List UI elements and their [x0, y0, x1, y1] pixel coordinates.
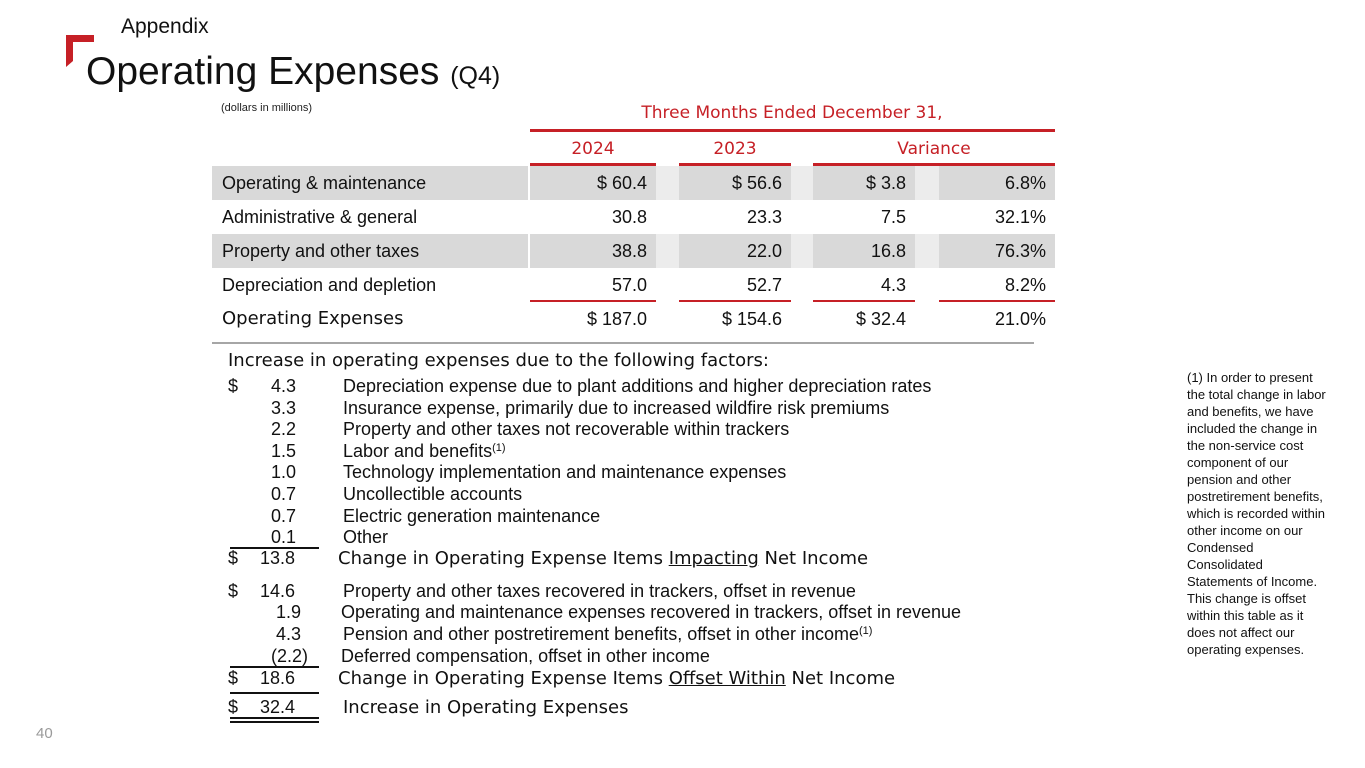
dollar-sign: $	[228, 376, 239, 396]
table-row: Depreciation and depletion 57.0 52.7 4.3…	[212, 268, 1055, 302]
total-amount: 32.4	[260, 697, 296, 717]
cell-variance-percent: 6.8%	[939, 166, 1055, 200]
page-title-suffix: (Q4)	[450, 62, 501, 90]
subtotal-amount: 13.8	[260, 548, 296, 568]
cell-2024: 38.8	[530, 234, 656, 268]
total-double-underline	[230, 717, 319, 719]
table-row: Property and other taxes 38.8 22.0 16.8 …	[212, 234, 1055, 268]
cell-2024: $ 60.4	[530, 166, 656, 200]
page-title: Operating Expenses (Q4)	[86, 50, 501, 93]
factor-text: Operating and maintenance expenses recov…	[341, 602, 962, 622]
cell-variance-amount: 7.5	[880, 207, 906, 227]
subtotal-underline	[230, 692, 319, 694]
factor-text: Deferred compensation, offset in other i…	[341, 646, 710, 666]
factor-amount: 1.0	[271, 462, 297, 482]
subtotal-label: Change in Operating Expense Items Offset…	[338, 668, 896, 689]
cell-variance-amount: 16.8	[813, 234, 915, 268]
row-label: Property and other taxes	[212, 234, 528, 268]
period-header-rule	[530, 129, 1055, 132]
factor-text: Other	[343, 527, 389, 547]
cell-2023: 23.3	[746, 207, 782, 227]
cell-2023: 52.7	[746, 275, 782, 295]
factor-amount: 0.1	[271, 527, 297, 547]
factor-text: Technology implementation and maintenanc…	[343, 462, 787, 482]
factor-amount: (2.2)	[271, 646, 309, 666]
cell-2024: 30.8	[611, 207, 647, 227]
row-label: Administrative & general	[222, 207, 418, 227]
cell-variance-percent: 8.2%	[1004, 275, 1046, 295]
cell-2023: $ 56.6	[679, 166, 791, 200]
cell-variance-percent: 32.1%	[994, 207, 1046, 227]
table-bottom-rule	[212, 342, 1034, 344]
factor-text: Depreciation expense due to plant additi…	[343, 376, 932, 396]
total-label: Increase in Operating Expenses	[343, 697, 629, 718]
factor-amount: 4.3	[276, 624, 302, 644]
table-row: Administrative & general 30.8 23.3 7.5 3…	[212, 200, 1055, 234]
column-rule-2024	[530, 163, 656, 166]
subtotal-rule	[939, 300, 1055, 302]
row-label: Operating & maintenance	[212, 166, 528, 200]
factor-amount: 1.5	[271, 441, 297, 461]
factors-heading: Increase in operating expenses due to th…	[228, 350, 769, 371]
subtotal-rule	[679, 300, 791, 302]
footnote-marker: (1)	[492, 442, 506, 454]
table-total-row: Operating Expenses $ 187.0 $ 154.6 $ 32.…	[212, 302, 1055, 336]
subtotal-label: Change in Operating Expense Items Impact…	[338, 548, 869, 569]
period-header: Three Months Ended December 31,	[641, 103, 943, 123]
cell-variance-amount: 4.3	[880, 275, 906, 295]
company-logo-icon	[66, 35, 94, 67]
cell-2023: $ 154.6	[721, 309, 782, 329]
factor-text: Uncollectible accounts	[343, 484, 523, 504]
cell-2024: 57.0	[611, 275, 647, 295]
column-header-variance: Variance	[897, 139, 971, 159]
factor-text: Insurance expense, primarily due to incr…	[343, 398, 890, 418]
section-label: Appendix	[121, 15, 209, 38]
units-note: (dollars in millions)	[221, 102, 313, 114]
factor-text: Labor and benefits(1)	[343, 441, 506, 461]
cell-variance-amount: $ 32.4	[855, 309, 906, 329]
subtotal-rule	[813, 300, 915, 302]
table-row: Operating & maintenance $ 60.4 $ 56.6 $ …	[212, 166, 1055, 200]
page-number: 40	[36, 725, 53, 742]
dollar-sign: $	[228, 668, 239, 688]
factor-text: Electric generation maintenance	[343, 506, 601, 526]
subtotal-underline	[230, 666, 319, 668]
factor-amount: 3.3	[271, 398, 297, 418]
footnote-marker: (1)	[858, 625, 873, 637]
factor-amount: 0.7	[271, 484, 297, 504]
factor-text: Property and other taxes recovered in tr…	[343, 581, 856, 601]
row-label: Operating Expenses	[222, 308, 404, 329]
factor-text: Pension and other postretirement benefit…	[343, 624, 873, 644]
cell-2023: 22.0	[679, 234, 791, 268]
factor-amount: 2.2	[271, 419, 297, 439]
footnote-text: (1) In order to present the total change…	[1187, 370, 1326, 657]
column-rule-variance	[813, 163, 1055, 166]
column-header-2023: 2023	[713, 139, 757, 159]
subtotal-underline	[230, 547, 319, 549]
factor-amount: 4.3	[271, 376, 297, 396]
row-label: Depreciation and depletion	[222, 275, 437, 295]
factor-amount: 1.9	[276, 602, 302, 622]
dollar-sign: $	[228, 548, 239, 568]
cell-variance-amount: $ 3.8	[813, 166, 915, 200]
subtotal-amount: 18.6	[260, 668, 296, 688]
factor-amount: 14.6	[260, 581, 296, 601]
cell-variance-percent: 21.0%	[994, 309, 1046, 329]
dollar-sign: $	[228, 581, 239, 601]
dollar-sign: $	[228, 697, 239, 717]
column-header-2024: 2024	[571, 139, 615, 159]
factor-text: Property and other taxes not recoverable…	[343, 419, 790, 439]
subtotal-rule	[530, 300, 656, 302]
factor-amount: 0.7	[271, 506, 297, 526]
cell-variance-percent: 76.3%	[939, 234, 1055, 268]
total-double-underline	[230, 721, 319, 723]
column-rule-2023	[679, 163, 791, 166]
cell-2024: $ 187.0	[586, 309, 647, 329]
